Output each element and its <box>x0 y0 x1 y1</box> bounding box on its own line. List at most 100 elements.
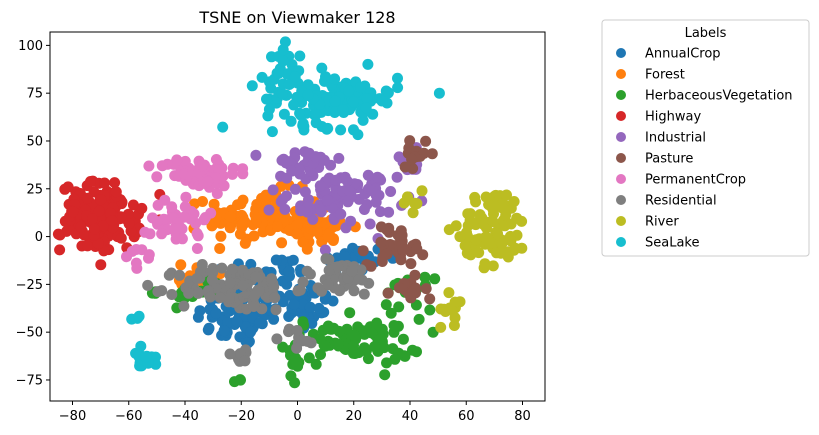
scatter-point <box>82 192 93 204</box>
scatter-point <box>516 242 528 254</box>
scatter-point <box>341 175 353 187</box>
scatter-point <box>405 258 417 270</box>
scatter-point <box>180 191 192 203</box>
scatter-point <box>263 103 275 115</box>
scatter-point <box>391 171 403 183</box>
scatter-point <box>303 147 315 159</box>
scatter-point <box>156 228 168 240</box>
scatter-point <box>416 185 428 197</box>
scatter-point <box>224 348 236 360</box>
scatter-point <box>218 325 230 337</box>
scatter-point <box>306 318 318 329</box>
scatter-point <box>250 149 262 161</box>
legend-title: Labels <box>685 26 727 41</box>
y-tick-label: −50 <box>16 326 43 341</box>
scatter-point <box>287 254 299 266</box>
scatter-point <box>283 79 295 90</box>
y-tick-label: 25 <box>26 182 43 197</box>
scatter-point <box>281 190 292 202</box>
scatter-point <box>291 219 303 231</box>
scatter-point <box>216 262 228 274</box>
scatter-point <box>203 322 215 334</box>
legend-marker-river <box>616 216 626 226</box>
scatter-point <box>202 176 213 188</box>
scatter-point <box>435 321 447 333</box>
scatter-point <box>329 95 341 107</box>
scatter-point <box>245 326 257 338</box>
scatter-point <box>82 240 93 252</box>
scatter-point <box>492 228 503 239</box>
scatter-point <box>277 296 289 308</box>
scatter-point <box>388 320 400 331</box>
scatter-point <box>253 285 265 297</box>
scatter-point <box>54 244 66 256</box>
y-tick-label: −75 <box>16 373 43 388</box>
scatter-point <box>75 221 87 233</box>
scatter-point <box>283 265 295 277</box>
scatter-point <box>271 333 283 345</box>
scatter-point <box>473 247 485 259</box>
scatter-point <box>130 257 142 269</box>
scatter-point <box>211 188 223 200</box>
scatter-point <box>348 340 359 352</box>
x-tick-label: −60 <box>115 409 142 424</box>
x-axis: −80 −60 −40 −20 0 20 40 60 80 <box>59 401 531 424</box>
scatter-point <box>352 129 364 141</box>
scatter-point <box>420 283 432 295</box>
scatter-point <box>231 316 243 328</box>
scatter-point <box>121 251 132 263</box>
scatter-point <box>197 196 208 207</box>
legend-label-forest: Forest <box>645 68 685 83</box>
scatter-point <box>392 82 404 94</box>
scatter-point <box>332 261 344 273</box>
scatter-point <box>380 299 392 311</box>
scatter-point <box>343 85 355 97</box>
scatter-point <box>133 310 145 322</box>
scatter-point <box>369 341 380 353</box>
x-tick-label: 40 <box>402 409 419 424</box>
scatter-point <box>376 95 388 107</box>
scatter-point <box>99 177 110 189</box>
scatter-point <box>254 317 266 329</box>
scatter-point <box>191 273 203 284</box>
scatter-point <box>483 238 495 249</box>
scatter-point <box>310 117 322 129</box>
series-sealake <box>126 36 445 372</box>
scatter-point <box>406 153 418 165</box>
x-tick-label: −20 <box>228 409 255 424</box>
scatter-point <box>267 184 279 196</box>
scatter-point <box>377 251 389 263</box>
scatter-point <box>288 99 300 111</box>
scatter-point <box>314 204 326 216</box>
scatter-point <box>361 93 373 105</box>
scatter-point <box>151 216 163 227</box>
scatter-point <box>288 299 300 310</box>
scatter-point <box>413 313 425 325</box>
scatter-point <box>316 285 327 297</box>
scatter-point <box>276 237 288 249</box>
scatter-point <box>285 115 297 127</box>
x-tick-label: 80 <box>514 409 531 424</box>
scatter-point <box>277 55 289 67</box>
scatter-point <box>248 230 260 242</box>
y-tick-label: 75 <box>26 87 43 102</box>
scatter-point <box>266 126 278 138</box>
scatter-point <box>224 211 236 223</box>
scatter-point <box>183 287 195 299</box>
scatter-point <box>59 183 71 195</box>
scatter-point <box>393 301 405 313</box>
scatter-point <box>261 93 272 105</box>
scatter-point <box>115 232 127 244</box>
scatter-point <box>352 273 364 285</box>
scatter-point <box>454 231 466 243</box>
scatter-point <box>399 161 411 173</box>
scatter-point <box>214 292 226 304</box>
scatter-point <box>143 249 155 261</box>
scatter-point <box>332 338 344 350</box>
y-axis: −75 −50 −25 0 25 50 75 100 <box>16 39 50 388</box>
scatter-point <box>433 87 445 99</box>
scatter-point <box>314 180 326 192</box>
scatter-point <box>301 265 313 277</box>
scatter-point <box>171 154 183 166</box>
scatter-point <box>235 374 246 386</box>
